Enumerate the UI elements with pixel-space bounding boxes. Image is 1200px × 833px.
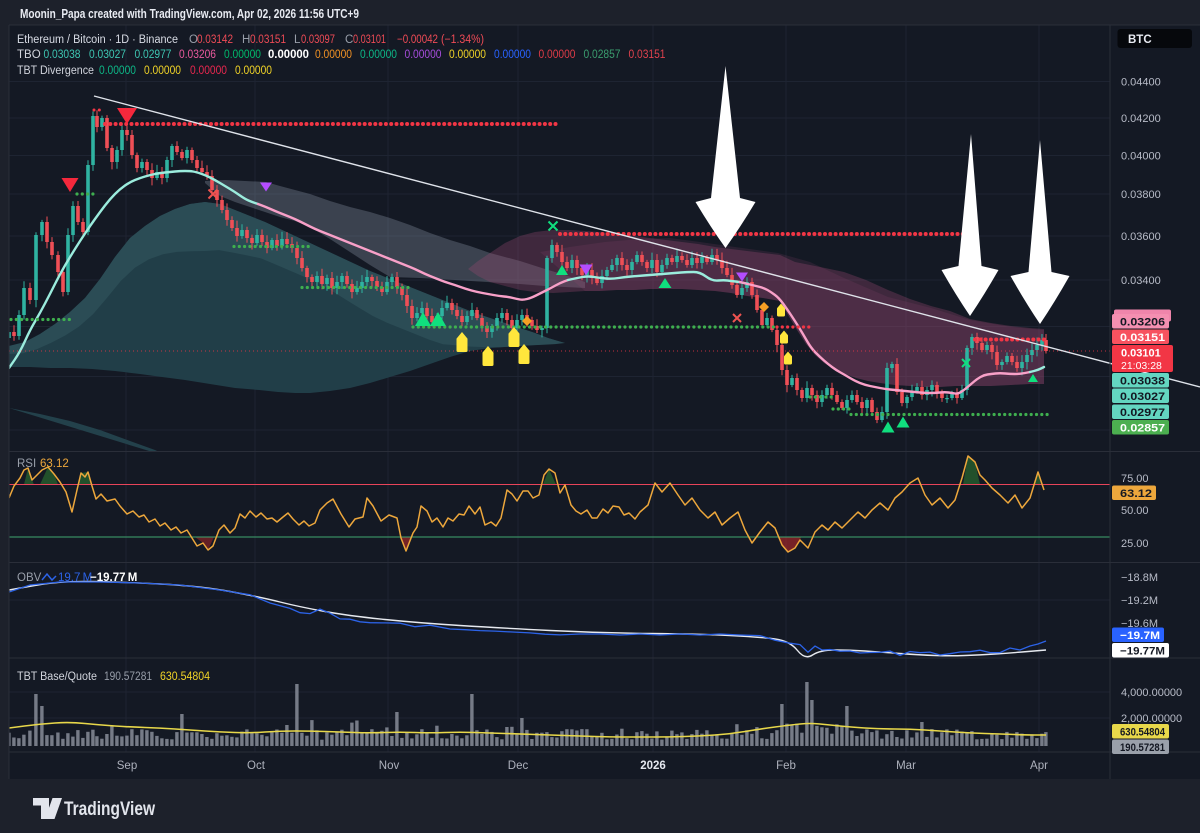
svg-text:0.03151: 0.03151 xyxy=(1120,332,1165,344)
svg-text:H: H xyxy=(242,34,250,46)
svg-text:0.00000: 0.00000 xyxy=(224,49,261,61)
svg-text:0.00000: 0.00000 xyxy=(99,65,136,77)
svg-text:−19.6M: −19.6M xyxy=(1121,618,1158,630)
svg-text:25.00: 25.00 xyxy=(1121,538,1149,550)
svg-text:50.00: 50.00 xyxy=(1121,505,1149,517)
svg-text:0.03101: 0.03101 xyxy=(1121,348,1161,360)
svg-text:0.03400: 0.03400 xyxy=(1121,275,1161,287)
svg-text:4,000.00000: 4,000.00000 xyxy=(1121,687,1182,699)
svg-text:−19.2M: −19.2M xyxy=(1121,595,1158,607)
svg-text:Ethereum / Bitcoin · 1D · Bina: Ethereum / Bitcoin · 1D · Binance xyxy=(17,34,178,46)
svg-text:Mar: Mar xyxy=(896,760,916,772)
svg-text:0.03600: 0.03600 xyxy=(1121,231,1161,243)
svg-text:(−1.34%): (−1.34%) xyxy=(441,34,484,46)
svg-text:0.03206: 0.03206 xyxy=(1120,316,1165,328)
svg-text:0.03097: 0.03097 xyxy=(301,34,335,46)
svg-text:0.00000: 0.00000 xyxy=(268,49,309,61)
svg-text:21:03:28: 21:03:28 xyxy=(1121,360,1162,372)
svg-text:−19.77 M: −19.77 M xyxy=(90,572,137,584)
svg-text:0.00000: 0.00000 xyxy=(494,49,531,61)
svg-text:0.00000: 0.00000 xyxy=(235,65,272,77)
svg-text:190.57281: 190.57281 xyxy=(104,671,152,683)
svg-text:0.03101: 0.03101 xyxy=(353,34,386,46)
svg-text:0.04400: 0.04400 xyxy=(1121,77,1161,89)
svg-text:TBT Divergence: TBT Divergence xyxy=(17,65,94,77)
svg-text:190.57281: 190.57281 xyxy=(1120,742,1165,754)
svg-text:0.00000: 0.00000 xyxy=(405,49,442,61)
svg-text:0.02857: 0.02857 xyxy=(584,49,621,61)
svg-text:−18.8M: −18.8M xyxy=(1121,572,1158,584)
svg-text:0.00000: 0.00000 xyxy=(539,49,576,61)
svg-text:0.03151: 0.03151 xyxy=(250,34,286,46)
svg-text:0.03142: 0.03142 xyxy=(197,34,233,46)
svg-text:75.00: 75.00 xyxy=(1121,473,1149,485)
svg-text:RSI: RSI xyxy=(17,458,36,470)
svg-text:0.04200: 0.04200 xyxy=(1121,113,1161,125)
svg-text:2,000.00000: 2,000.00000 xyxy=(1121,713,1182,725)
svg-text:TBO: TBO xyxy=(17,49,41,61)
svg-text:−19.7M: −19.7M xyxy=(1120,630,1160,642)
svg-text:Nov: Nov xyxy=(379,760,400,772)
svg-text:0.03038: 0.03038 xyxy=(44,49,81,61)
svg-text:0.03800: 0.03800 xyxy=(1121,189,1161,201)
svg-text:Oct: Oct xyxy=(247,760,266,772)
svg-text:0.00000: 0.00000 xyxy=(360,49,397,61)
svg-text:Feb: Feb xyxy=(776,760,796,772)
svg-text:0.03027: 0.03027 xyxy=(1120,391,1165,403)
svg-text:0.00000: 0.00000 xyxy=(449,49,486,61)
svg-text:0.04000: 0.04000 xyxy=(1121,151,1161,163)
svg-text:0.03151: 0.03151 xyxy=(629,49,666,61)
svg-text:0.02977: 0.02977 xyxy=(1120,407,1165,419)
svg-text:0.03038: 0.03038 xyxy=(1120,375,1165,387)
svg-text:O: O xyxy=(189,34,198,46)
svg-text:Dec: Dec xyxy=(508,760,529,772)
svg-text:−19.77M: −19.77M xyxy=(1120,645,1165,657)
svg-text:630.54804: 630.54804 xyxy=(160,671,211,683)
svg-text:0.00000: 0.00000 xyxy=(190,65,227,77)
svg-text:0.03027: 0.03027 xyxy=(89,49,126,61)
svg-text:0.00000: 0.00000 xyxy=(315,49,352,61)
svg-text:63.12: 63.12 xyxy=(1120,488,1152,500)
svg-text:OBV: OBV xyxy=(17,572,42,584)
svg-text:TradingView: TradingView xyxy=(64,798,156,820)
svg-text:19.7 M: 19.7 M xyxy=(58,572,92,584)
svg-text:0.02857: 0.02857 xyxy=(1120,422,1165,434)
svg-text:TBT Base/Quote: TBT Base/Quote xyxy=(17,671,97,683)
svg-text:Sep: Sep xyxy=(117,760,137,772)
svg-text:−0.00042: −0.00042 xyxy=(397,34,438,46)
svg-text:0.02977: 0.02977 xyxy=(135,49,172,61)
svg-text:C: C xyxy=(345,34,353,46)
svg-text:L: L xyxy=(294,34,301,46)
svg-text:BTC: BTC xyxy=(1128,34,1152,46)
svg-text:Moonin_Papa created with Tradi: Moonin_Papa created with TradingView.com… xyxy=(20,7,359,21)
svg-text:Apr: Apr xyxy=(1030,760,1048,772)
svg-text:63.12: 63.12 xyxy=(40,458,69,470)
svg-text:2026: 2026 xyxy=(640,760,666,772)
svg-text:0.00000: 0.00000 xyxy=(144,65,181,77)
svg-text:0.03206: 0.03206 xyxy=(179,49,216,61)
svg-text:630.54804: 630.54804 xyxy=(1120,726,1166,738)
